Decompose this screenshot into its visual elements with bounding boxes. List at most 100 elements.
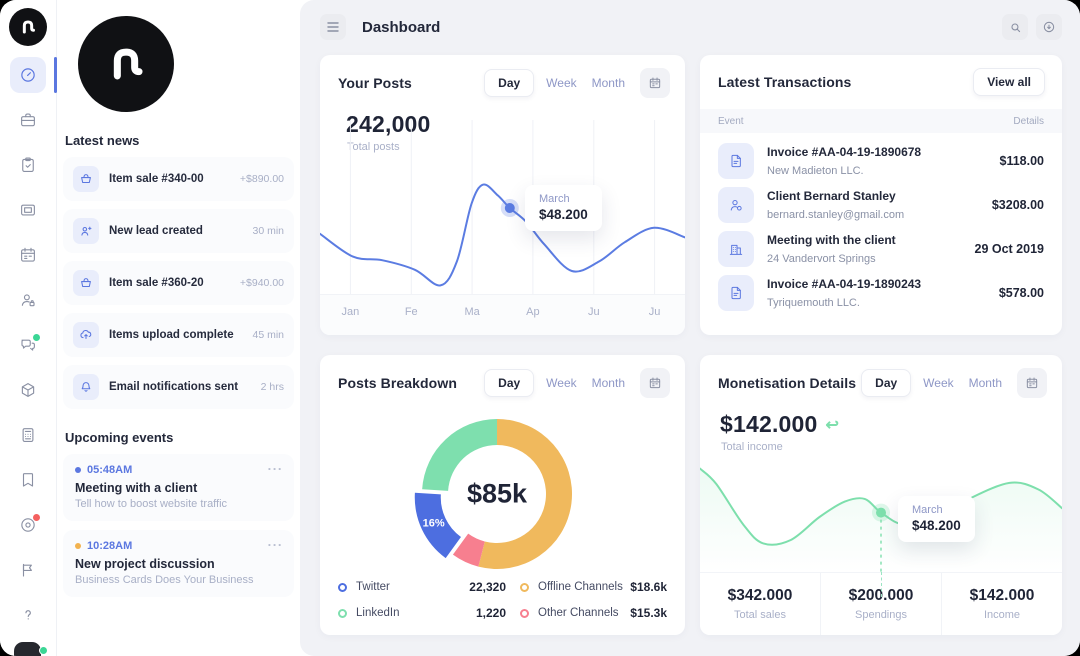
tx-title: Client Bernard Stanley (767, 189, 896, 203)
brand-logo (78, 16, 174, 112)
legend-item: Other Channels $15.3k (520, 606, 667, 620)
chart-tooltip: March $48.200 (525, 185, 602, 231)
card-title: Monetisation Details (718, 375, 857, 391)
calendar-picker-icon[interactable] (640, 68, 670, 98)
tx-detail: $118.00 (999, 154, 1045, 168)
cards-grid: Your Posts Day Week Month 242,000 Total … (320, 55, 1062, 635)
user-avatar[interactable] (14, 642, 48, 656)
tab-day[interactable]: Day (861, 369, 912, 397)
tx-detail: $578.00 (998, 286, 1044, 300)
event-time: 10:28AM (75, 540, 282, 552)
view-all-button[interactable]: View all (973, 68, 1045, 96)
help-icon[interactable] (10, 597, 46, 633)
monetisation-card: Monetisation Details Day Week Month $142… (700, 355, 1062, 635)
legend-item: LinkedIn 1,220 (338, 606, 506, 620)
calendar-icon[interactable] (10, 237, 46, 273)
user-badge-icon[interactable] (10, 282, 46, 318)
column-event: Event (718, 115, 744, 127)
basket-icon (73, 166, 99, 192)
bookmark-icon[interactable] (10, 462, 46, 498)
news-item-title: Email notifications sent (109, 381, 239, 393)
avatar-status-badge (39, 646, 48, 655)
app-logo (9, 8, 47, 46)
flag-icon[interactable] (10, 552, 46, 588)
page-title: Dashboard (362, 18, 441, 36)
tx-detail: 29 Oct 2019 (974, 242, 1045, 256)
chat-badge (32, 333, 41, 342)
table-row[interactable]: Client Bernard Stanley bernard.stanley@gm… (718, 183, 1044, 227)
tx-subtitle: Tyriquemouth LLC. (767, 297, 860, 309)
column-details: Details (1013, 115, 1044, 127)
tooltip-label: March (912, 504, 943, 516)
tooltip-value: $48.200 (912, 518, 961, 533)
event-time: 05:48AM (75, 464, 282, 476)
tab-week[interactable]: Week (923, 376, 954, 390)
invoice-icon (718, 143, 754, 179)
svg-text:16%: 16% (423, 518, 445, 530)
event-subtitle: Business Cards Does Your Business (75, 574, 254, 586)
legend-item: Twitter 22,320 (338, 580, 506, 594)
posts-breakdown-card: Posts Breakdown Day Week Month 16% $85k … (320, 355, 685, 635)
news-item[interactable]: Email notifications sent 2 hrs (63, 365, 294, 409)
calendar-picker-icon[interactable] (640, 368, 670, 398)
disc-badge (32, 513, 41, 522)
gallery-icon[interactable] (10, 192, 46, 228)
donut-center-value: $85k (466, 478, 528, 509)
rail-nav (10, 57, 46, 633)
search-icon[interactable] (1002, 14, 1028, 40)
news-sidebar: Latest news Item sale #340-00 +$890.00 N… (57, 0, 300, 656)
tx-title: Invoice #AA-04-19-1890243 (767, 277, 922, 291)
calendar-picker-icon[interactable] (1017, 368, 1047, 398)
monetisation-line-chart (700, 462, 1062, 572)
legend-dot (520, 608, 529, 618)
news-item[interactable]: Items upload complete 45 min (63, 313, 294, 357)
tab-month[interactable]: Month (968, 376, 1002, 390)
return-arrow-icon: ↩ (825, 417, 840, 434)
cloud-upload-icon (73, 322, 99, 348)
stat-total-sales: $342.000 Total sales (727, 587, 793, 621)
menu-icon[interactable] (320, 14, 346, 40)
marker-drop-line (881, 572, 882, 597)
more-icon[interactable]: ... (267, 534, 283, 549)
legend-dot (338, 608, 347, 618)
posts-line-chart (320, 120, 685, 295)
table-row[interactable]: Invoice #AA-04-19-1890243 Tyriquemouth LL… (718, 271, 1044, 315)
gauge-icon[interactable] (10, 57, 46, 93)
event-card[interactable]: ... 10:28AM New project discussion Busin… (63, 530, 294, 597)
total-posts-value: 242,000 (346, 111, 431, 137)
main-area: Dashboard Your Posts Day Week Month 242,… (300, 0, 1080, 656)
briefcase-icon[interactable] (10, 102, 46, 138)
chat-icon[interactable] (10, 327, 46, 363)
upcoming-events-title: Upcoming events (65, 430, 174, 445)
legend-dot (520, 582, 529, 592)
event-card[interactable]: ... 05:48AM Meeting with a client Tell h… (63, 454, 294, 521)
client-icon (718, 187, 754, 223)
tx-subtitle: 24 Vandervort Springs (767, 253, 876, 265)
table-row[interactable]: Invoice #AA-04-19-1890678 New Madieton LL… (718, 139, 1044, 183)
more-icon[interactable]: ... (267, 458, 283, 473)
arrow-circle-icon[interactable] (1036, 14, 1062, 40)
table-row[interactable]: Meeting with the client 24 Vandervort Spr… (718, 227, 1044, 271)
tab-day[interactable]: Day (484, 369, 535, 397)
invoice-icon (718, 275, 754, 311)
event-dot (75, 467, 81, 473)
tab-day[interactable]: Day (484, 69, 535, 97)
calculator-icon[interactable] (10, 417, 46, 453)
tab-month[interactable]: Month (591, 376, 625, 390)
event-subtitle: Tell how to boost website traffic (75, 498, 228, 510)
news-item[interactable]: New lead created 30 min (63, 209, 294, 253)
tab-week[interactable]: Week (546, 76, 577, 90)
news-item[interactable]: Item sale #360-20 +$940.00 (63, 261, 294, 305)
disc-icon[interactable] (10, 507, 46, 543)
news-item-meta: 45 min (252, 329, 284, 341)
user-plus-icon (73, 218, 99, 244)
tab-week[interactable]: Week (546, 376, 577, 390)
clipboard-check-icon[interactable] (10, 147, 46, 183)
news-item-meta: 30 min (252, 225, 284, 237)
cube-icon[interactable] (10, 372, 46, 408)
news-item[interactable]: Item sale #340-00 +$890.00 (63, 157, 294, 201)
tab-month[interactable]: Month (591, 76, 625, 90)
your-posts-card: Your Posts Day Week Month 242,000 Total … (320, 55, 685, 335)
main-header: Dashboard (300, 0, 1080, 54)
legend-dot (338, 582, 347, 592)
